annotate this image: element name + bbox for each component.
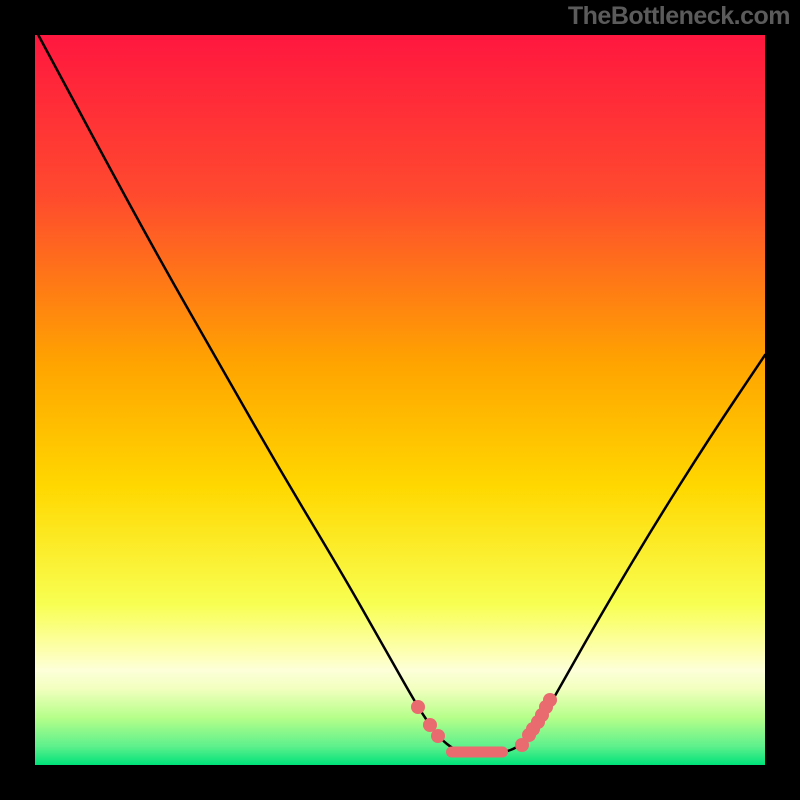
chart-svg — [0, 0, 800, 800]
chart-container: TheBottleneck.com — [0, 0, 800, 800]
plot-background — [35, 35, 765, 765]
